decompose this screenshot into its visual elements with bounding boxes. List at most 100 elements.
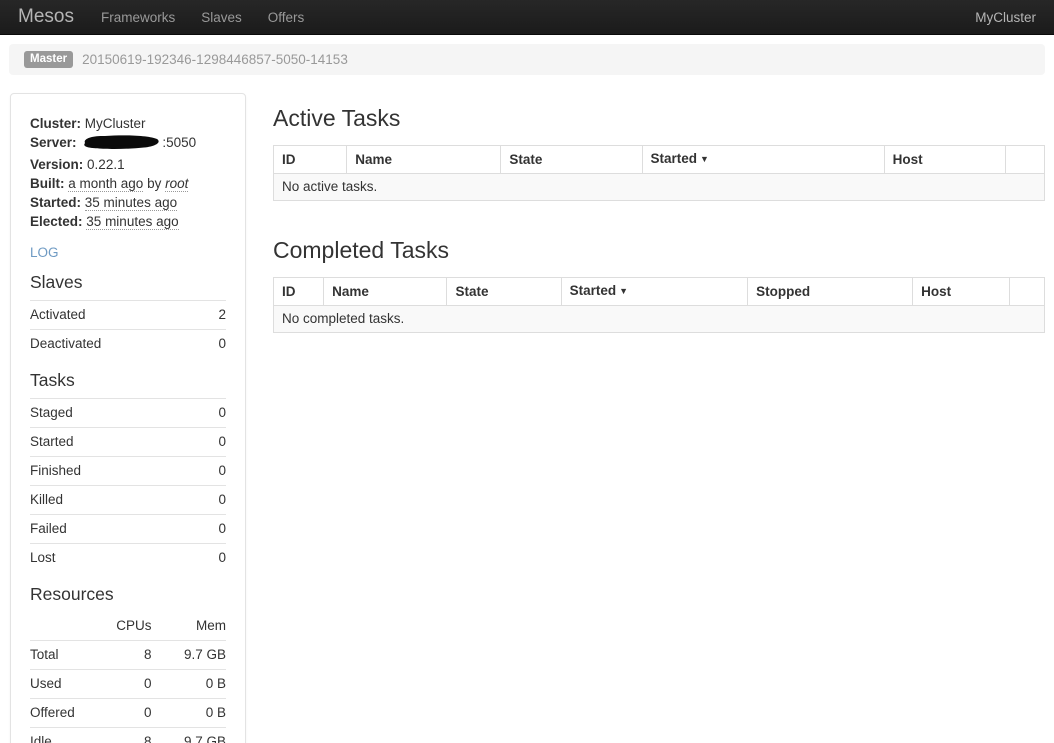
active-tasks-table: ID Name State Started ▼ Host No active ta… [273, 145, 1045, 201]
stat-label: Finished [30, 456, 201, 486]
mem-value: 9.7 GB [151, 640, 226, 670]
stat-label: Started [30, 427, 201, 457]
column-header-state[interactable]: State [500, 145, 642, 174]
navbar-cluster-name: MyCluster [975, 9, 1036, 25]
slaves-section-title: Slaves [30, 272, 83, 292]
stat-label: Killed [30, 485, 201, 515]
column-header-blank [1005, 145, 1045, 174]
resource-row-used: Used 0 0 B [30, 669, 226, 699]
resources-col-blank [30, 612, 97, 641]
version-info-line: Version: 0.22.1 [30, 155, 226, 174]
stat-label: Used [30, 669, 97, 699]
column-header-started[interactable]: Started ▼ [560, 277, 748, 306]
started-label: Started: [30, 195, 82, 210]
tasks-section-title: Tasks [30, 370, 75, 390]
empty-state-text: No active tasks. [273, 173, 1045, 201]
tasks-stats-table: Staged 0 Started 0 Finished 0 Killed 0 F… [30, 398, 226, 572]
elected-info-line: Elected: 35 minutes ago [30, 212, 226, 231]
stat-label: Activated [30, 300, 208, 330]
stat-label: Offered [30, 698, 97, 728]
stat-label: Idle [30, 727, 97, 743]
resources-section-title: Resources [30, 584, 114, 604]
stat-value: 0 [207, 329, 226, 358]
cpus-value: 0 [96, 698, 152, 728]
resource-row-offered: Offered 0 0 B [30, 698, 226, 728]
stat-value: 2 [207, 300, 226, 330]
version-value: 0.22.1 [87, 157, 125, 172]
nav-item-slaves[interactable]: Slaves [201, 9, 242, 25]
server-port: :5050 [162, 135, 197, 150]
server-label: Server: [30, 135, 77, 150]
stat-row-staged: Staged 0 [30, 398, 226, 428]
slaves-stats-table: Activated 2 Deactivated 0 [30, 300, 226, 358]
stat-row-deactivated: Deactivated 0 [30, 329, 226, 358]
log-link[interactable]: LOG [30, 245, 59, 260]
column-header-blank [1009, 277, 1045, 306]
built-time: a month ago [68, 176, 144, 192]
column-header-started-label: Started [569, 283, 617, 298]
completed-tasks-header-row: ID Name State Started ▼ Stopped Host [273, 277, 1045, 306]
completed-tasks-table: ID Name State Started ▼ Stopped Host No c… [273, 277, 1045, 333]
cluster-info-line: Cluster: MyCluster [30, 114, 226, 133]
column-header-host[interactable]: Host [912, 277, 1010, 306]
built-info-line: Built: a month ago by root [30, 174, 226, 193]
column-header-id[interactable]: ID [273, 277, 324, 306]
stat-row-started: Started 0 [30, 427, 226, 457]
column-header-started-label: Started [650, 151, 698, 166]
version-label: Version: [30, 157, 84, 172]
mem-value: 9.7 GB [151, 727, 226, 743]
empty-state-row: No active tasks. [273, 173, 1045, 201]
stat-label: Deactivated [30, 329, 208, 358]
sort-desc-icon: ▼ [619, 286, 628, 296]
column-header-name[interactable]: Name [346, 145, 501, 174]
master-badge: Master [24, 51, 74, 68]
started-info-line: Started: 35 minutes ago [30, 193, 226, 212]
column-header-id[interactable]: ID [273, 145, 347, 174]
column-header-state[interactable]: State [446, 277, 562, 306]
nav-item-frameworks[interactable]: Frameworks [100, 9, 176, 25]
resources-col-cpus: CPUs [116, 618, 152, 633]
sort-desc-icon: ▼ [700, 154, 709, 164]
stat-row-finished: Finished 0 [30, 456, 226, 486]
mem-value: 0 B [151, 698, 226, 728]
column-header-name[interactable]: Name [323, 277, 447, 306]
server-info-line: Server: :5050 [30, 133, 226, 155]
main-content: Active Tasks ID Name State Started ▼ Host… [273, 93, 1045, 333]
stat-row-failed: Failed 0 [30, 514, 226, 544]
stat-label: Failed [30, 514, 201, 544]
empty-state-row: No completed tasks. [273, 305, 1045, 333]
stat-value: 0 [200, 398, 226, 428]
mem-value: 0 B [151, 669, 226, 699]
master-info-panel: Cluster: MyCluster Server: :5050 Version… [10, 93, 246, 743]
stat-label: Total [30, 640, 97, 670]
stat-row-killed: Killed 0 [30, 485, 226, 515]
top-navbar: Mesos Frameworks Slaves Offers MyCluster [0, 0, 1054, 35]
column-header-started[interactable]: Started ▼ [641, 145, 885, 174]
active-tasks-header-row: ID Name State Started ▼ Host [273, 145, 1045, 174]
nav-item-offers[interactable]: Offers [267, 9, 305, 25]
cpus-value: 8 [96, 640, 152, 670]
stat-value: 0 [200, 427, 226, 457]
elected-label: Elected: [30, 214, 83, 229]
breadcrumb: Master 20150619-192346-1298446857-5050-1… [9, 44, 1045, 75]
resources-col-mem: Mem [196, 618, 226, 633]
resource-row-idle: Idle 8 9.7 GB [30, 727, 226, 743]
built-label: Built: [30, 176, 65, 191]
column-header-stopped[interactable]: Stopped [747, 277, 913, 306]
master-id-text: 20150619-192346-1298446857-5050-14153 [82, 52, 348, 67]
cpus-value: 0 [96, 669, 152, 699]
resource-row-total: Total 8 9.7 GB [30, 640, 226, 670]
stat-label: Staged [30, 398, 201, 428]
redaction-scribble [81, 134, 161, 155]
page-body: Cluster: MyCluster Server: :5050 Version… [0, 75, 1054, 743]
stat-value: 0 [200, 485, 226, 515]
stat-value: 0 [200, 514, 226, 544]
column-header-host[interactable]: Host [883, 145, 1006, 174]
elected-time: 35 minutes ago [86, 214, 179, 230]
cluster-label: Cluster: [30, 116, 82, 131]
stat-value: 0 [200, 456, 226, 486]
cluster-value: MyCluster [84, 116, 146, 131]
cpus-value: 8 [96, 727, 152, 743]
brand-link-mesos[interactable]: Mesos [18, 6, 74, 27]
started-time: 35 minutes ago [84, 195, 178, 211]
